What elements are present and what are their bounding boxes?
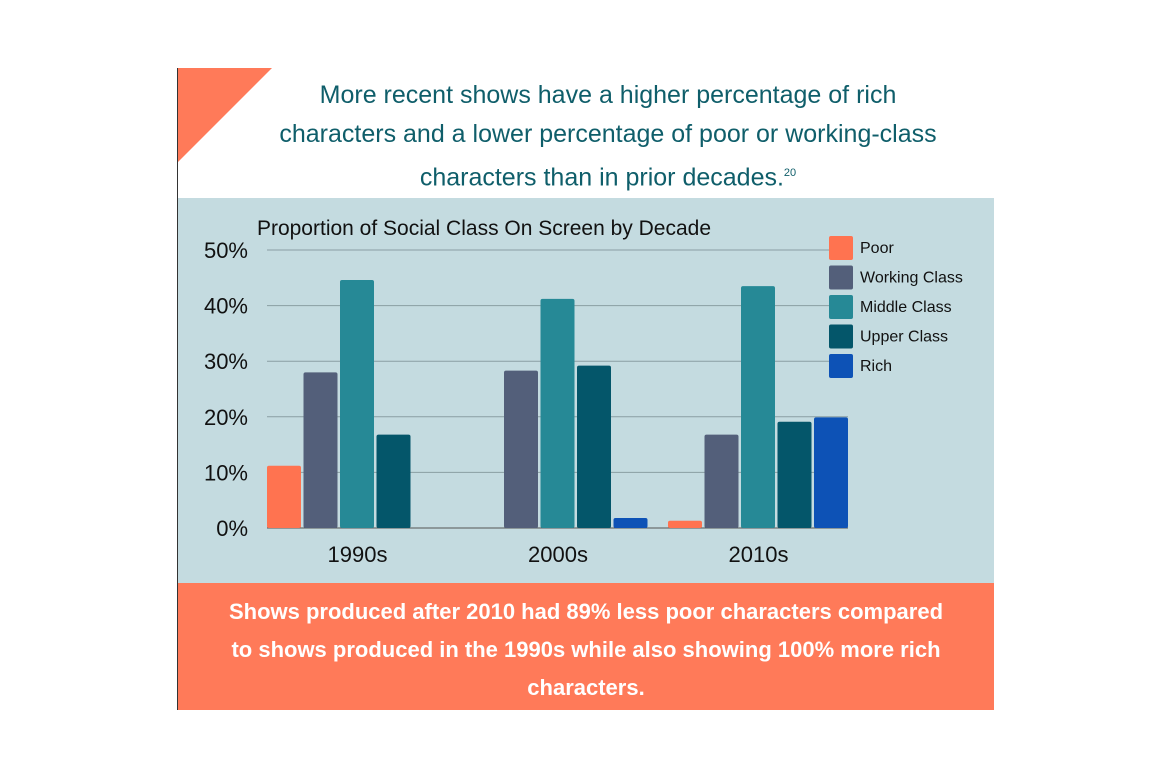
headline: More recent shows have a higher percenta…: [278, 76, 938, 197]
x-tick-label: 2010s: [729, 542, 789, 567]
footer-callout: Shows produced after 2010 had 89% less p…: [178, 583, 994, 710]
x-tick-label: 2000s: [528, 542, 588, 567]
bar-upper-class-2010s: [777, 421, 812, 528]
x-tick-label: 1990s: [328, 542, 388, 567]
bar-poor-1990s: [267, 465, 301, 528]
y-tick-label: 20%: [204, 405, 248, 430]
bar-working-class-1990s: [303, 372, 338, 528]
legend-label: Middle Class: [860, 299, 952, 316]
legend-swatch: [829, 295, 853, 319]
y-tick-label: 10%: [204, 460, 248, 485]
bar-working-class-2010s: [704, 434, 739, 528]
legend-label: Working Class: [860, 270, 963, 287]
legend-swatch: [829, 324, 853, 349]
footnote-marker: 20: [783, 167, 797, 179]
bar-upper-class-2000s: [577, 365, 611, 528]
bar-middle-class-2000s: [540, 298, 575, 528]
y-tick-label: 30%: [204, 349, 248, 374]
legend-swatch: [829, 354, 853, 378]
legend-label: Poor: [860, 240, 894, 257]
bar-rich-2010s: [814, 417, 848, 528]
bar-upper-class-1990s: [376, 434, 411, 528]
legend-swatch: [829, 265, 853, 290]
bar-rich-2000s: [613, 517, 648, 528]
bar-middle-class-2010s: [741, 286, 775, 528]
chart-title: Proportion of Social Class On Screen by …: [257, 217, 711, 240]
bar-poor-2010s: [668, 520, 702, 528]
chart-area: Proportion of Social Class On Screen by …: [178, 198, 994, 583]
y-tick-label: 50%: [204, 238, 248, 263]
bar-working-class-2000s: [504, 370, 538, 528]
corner-triangle: [178, 68, 272, 162]
legend-swatch: [829, 236, 853, 260]
legend-label: Rich: [860, 358, 892, 375]
legend-label: Upper Class: [860, 329, 948, 346]
footer-text: Shows produced after 2010 had 89% less p…: [228, 599, 944, 700]
bar-chart: Proportion of Social Class On Screen by …: [204, 217, 963, 567]
bar-middle-class-1990s: [340, 280, 374, 528]
y-tick-label: 0%: [216, 516, 248, 541]
y-tick-label: 40%: [204, 294, 248, 319]
headline-text: More recent shows have a higher percenta…: [279, 81, 937, 192]
infographic-card: More recent shows have a higher percenta…: [177, 68, 994, 710]
